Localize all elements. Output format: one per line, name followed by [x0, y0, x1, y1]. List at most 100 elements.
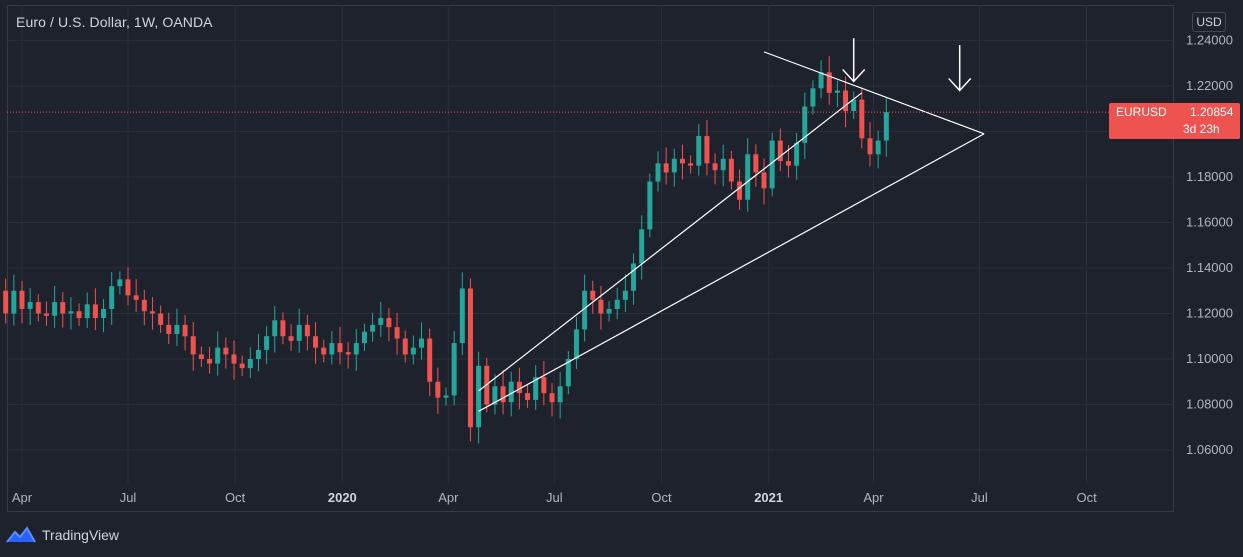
candle-body — [117, 279, 123, 287]
candle-body — [541, 377, 547, 394]
candle-body — [141, 299, 147, 312]
time-tick-label: 2021 — [754, 490, 783, 505]
price-tag-symbol: EURUSD — [1116, 105, 1167, 119]
candle-body — [704, 136, 710, 164]
candle-body — [419, 338, 425, 348]
candle-body — [43, 313, 49, 316]
candle-body — [223, 347, 229, 355]
candle-body — [688, 163, 694, 166]
candle-body — [272, 320, 278, 337]
time-tick-label: Apr — [438, 490, 459, 505]
candle-body — [386, 318, 392, 328]
price-tick-label: 1.06000 — [1186, 442, 1233, 457]
candle-body — [451, 343, 457, 396]
candle-body — [525, 393, 531, 400]
candle-body — [321, 347, 327, 355]
time-tick-label: Jul — [546, 490, 563, 505]
candle-body — [590, 290, 596, 300]
tradingview-logo-icon — [6, 526, 36, 543]
time-tick-label: Oct — [225, 490, 246, 505]
tradingview-brand[interactable]: TradingView — [6, 524, 119, 546]
candle-body — [883, 112, 889, 141]
candle-body — [198, 354, 204, 359]
price-tick-label: 1.16000 — [1186, 215, 1233, 230]
price-tick-label: 1.10000 — [1186, 351, 1233, 366]
candle-body — [647, 181, 653, 230]
candle-body — [19, 290, 25, 309]
candle-body — [174, 324, 180, 334]
candle-body — [851, 99, 857, 112]
candle-body — [639, 229, 645, 264]
trendline — [763, 51, 985, 135]
candle-body — [239, 363, 245, 369]
candle-body — [207, 359, 213, 364]
candle-body — [818, 72, 824, 89]
candle-body — [410, 347, 416, 355]
candle-body — [606, 308, 612, 314]
chart-pane[interactable] — [7, 5, 1174, 512]
candle-body — [712, 163, 718, 171]
candle-body — [728, 158, 734, 182]
candle-body — [598, 299, 604, 314]
candle-body — [622, 290, 628, 300]
candle-body — [427, 338, 433, 382]
candle-body — [329, 343, 335, 355]
candle-body — [345, 352, 351, 355]
candle-body — [394, 327, 400, 339]
candle-body — [35, 302, 41, 314]
candle-body — [826, 72, 832, 93]
candle-body — [60, 302, 66, 314]
time-tick-label: Apr — [12, 490, 33, 505]
candle-body — [133, 295, 139, 300]
candle-body — [125, 279, 131, 296]
candle-body — [76, 311, 82, 319]
candle-body — [296, 324, 302, 341]
down-arrow-icon — [842, 68, 866, 83]
candle-body — [769, 140, 775, 189]
time-tick-label: Jul — [120, 490, 137, 505]
trendline — [478, 92, 863, 392]
candle-body — [573, 329, 579, 359]
price-tick-label: 1.14000 — [1186, 260, 1233, 275]
currency-button[interactable]: USD — [1192, 12, 1226, 32]
candle-body — [288, 336, 294, 341]
time-tick-label: Oct — [651, 490, 672, 505]
candle-body — [92, 304, 98, 319]
candle-body — [11, 290, 17, 314]
candle-body — [247, 359, 253, 369]
price-axis: 1.240001.220001.200001.180001.160001.140… — [1186, 33, 1233, 458]
candle-body — [614, 299, 620, 309]
candle-body — [492, 386, 498, 405]
trendline — [478, 133, 985, 412]
candle-body — [52, 302, 58, 316]
candle-body — [264, 336, 270, 350]
candle-body — [516, 381, 522, 394]
candle-body — [655, 163, 661, 182]
candle-body — [777, 140, 783, 162]
candle-body — [84, 304, 90, 319]
time-tick-label: Oct — [1077, 490, 1098, 505]
candle-body — [745, 154, 751, 200]
time-axis: Apr Jul Oct 2020 Apr Jul Oct 2021 Apr Jul Oct — [12, 490, 1097, 505]
price-tag-value: 1.20854 — [1190, 105, 1234, 119]
candle-body — [27, 302, 33, 309]
candle-body — [720, 158, 726, 171]
candle-body — [810, 88, 816, 107]
candle-body — [353, 343, 359, 355]
price-tick-label: 1.22000 — [1186, 78, 1233, 93]
candle-body — [737, 181, 743, 200]
time-tick-label: Jul — [971, 490, 988, 505]
candle-body — [533, 377, 539, 400]
candle-body — [557, 386, 563, 403]
price-tick-label: 1.24000 — [1186, 33, 1233, 48]
candle-body — [794, 142, 800, 166]
candle-body — [190, 336, 196, 355]
candle-body — [304, 324, 310, 337]
candle-body — [859, 99, 865, 139]
candle-body — [696, 136, 702, 166]
candle-body — [158, 313, 164, 325]
bar-countdown: 3d 23h — [1183, 122, 1220, 136]
candle-body — [101, 308, 107, 319]
candle-body — [631, 263, 637, 291]
